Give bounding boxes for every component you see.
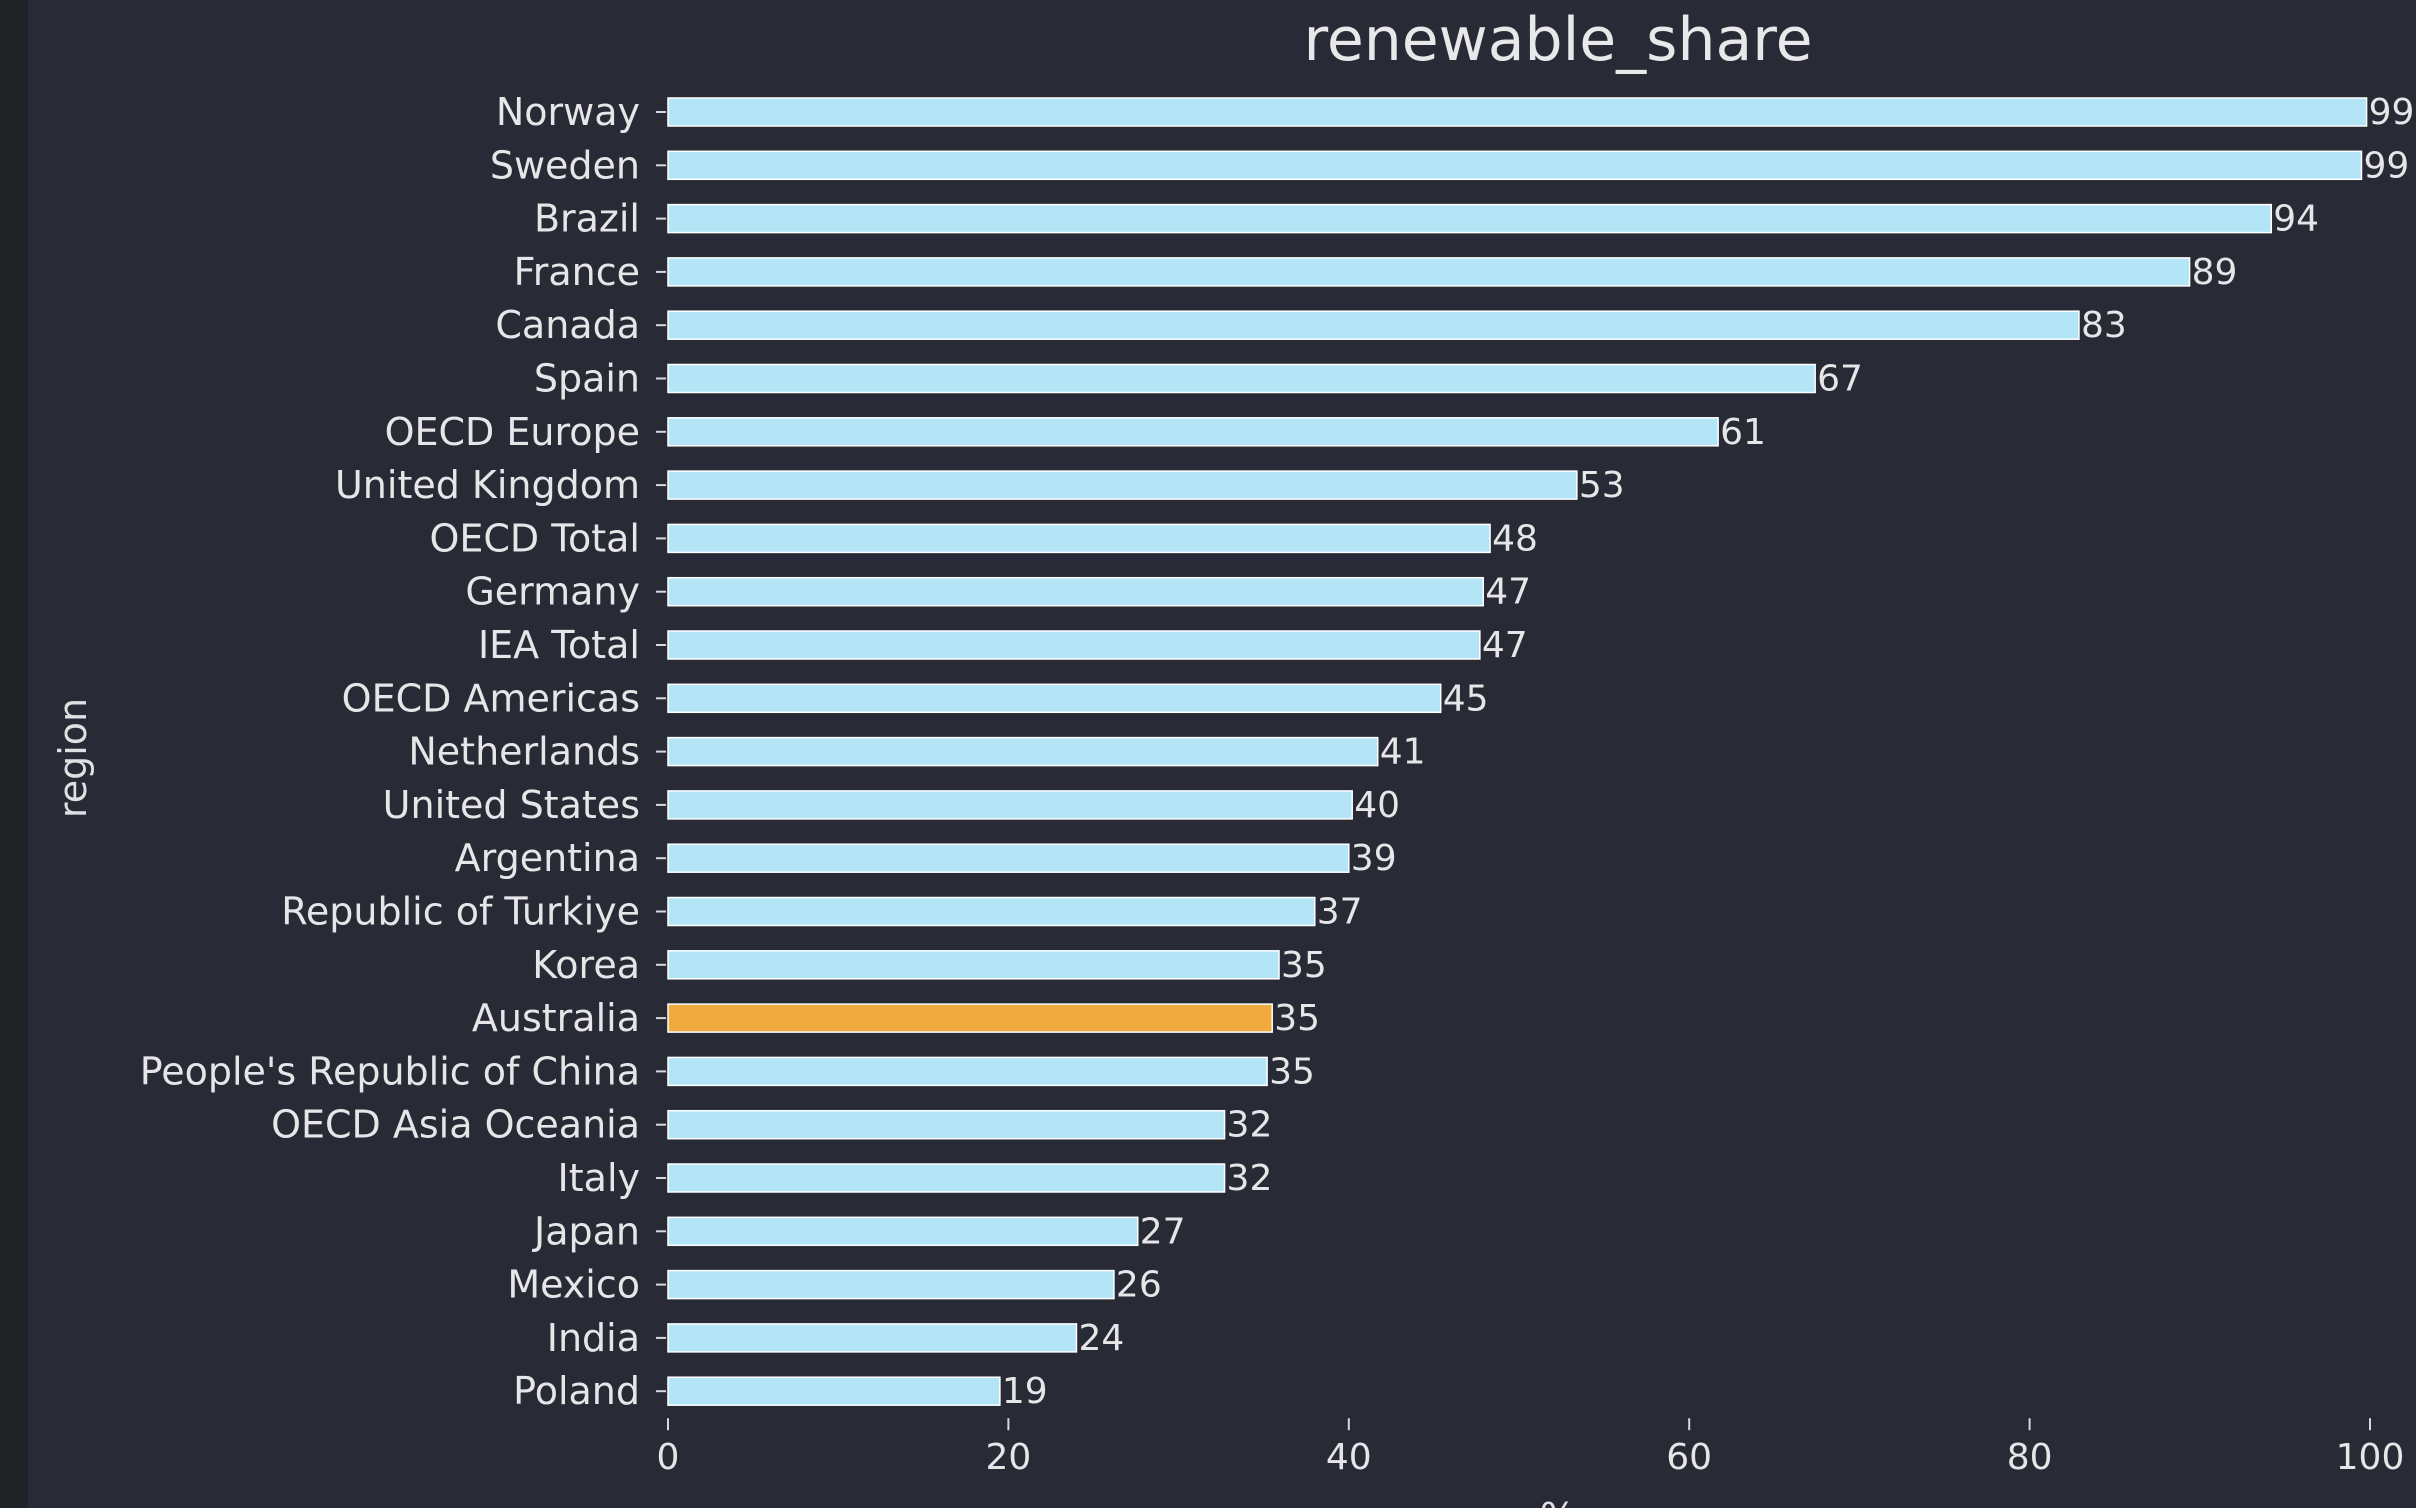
data-label-france: 89 [2192, 252, 2238, 293]
x-tick-label-100: 100 [2336, 1437, 2405, 1478]
category-label-spain: Spain [534, 357, 640, 401]
category-label-japan: Japan [532, 1209, 640, 1253]
bar-netherlands [667, 736, 1379, 767]
data-label-mexico: 26 [1116, 1265, 1162, 1306]
data-label-norway: 99 [2369, 92, 2415, 133]
category-label-oecd-asia-oceania: OECD Asia Oceania [271, 1103, 640, 1147]
category-label-germany: Germany [465, 570, 640, 614]
category-label-republic-of-turkiye: Republic of Turkiye [281, 890, 640, 934]
bar-oecd-asia-oceania [667, 1109, 1226, 1140]
data-label-canada: 83 [2081, 305, 2127, 346]
category-label-italy: Italy [558, 1156, 640, 1200]
bar-republic-of-turkiye [667, 896, 1316, 927]
category-label-poland: Poland [513, 1369, 640, 1413]
category-label-sweden: Sweden [490, 143, 640, 187]
category-label-korea: Korea [532, 943, 640, 987]
left-panel-edge [0, 0, 28, 1508]
bar-spain [667, 363, 1816, 394]
category-label-people-s-republic-of-china: People's Republic of China [140, 1049, 640, 1093]
category-label-netherlands: Netherlands [408, 730, 640, 774]
bars-group: Norway 99 Sweden 99 Brazil 94 France 89 Canada 83… [140, 90, 2415, 1413]
data-label-oecd-americas: 45 [1443, 678, 1489, 719]
data-label-argentina: 39 [1351, 838, 1397, 879]
data-label-people-s-republic-of-china: 35 [1269, 1051, 1315, 1092]
bar-united-kingdom [667, 470, 1578, 500]
bar-united-states [667, 790, 1353, 820]
category-label-brazil: Brazil [534, 197, 640, 241]
data-label-netherlands: 41 [1380, 732, 1426, 773]
data-label-australia: 35 [1274, 998, 1320, 1039]
data-label-japan: 27 [1140, 1211, 1186, 1252]
category-label-oecd-europe: OECD Europe [385, 410, 640, 454]
data-label-poland: 19 [1002, 1371, 1048, 1412]
bar-poland [667, 1376, 1001, 1406]
category-label-france: France [514, 250, 640, 294]
category-label-mexico: Mexico [507, 1263, 640, 1307]
data-label-oecd-total: 48 [1492, 518, 1538, 559]
bar-people-s-republic-of-china [667, 1056, 1268, 1087]
x-axis-label: % [1540, 1495, 1576, 1508]
bar-argentina [667, 843, 1350, 873]
category-label-oecd-total: OECD Total [429, 516, 640, 560]
category-label-united-kingdom: United Kingdom [335, 463, 640, 507]
data-label-iea-total: 47 [1482, 625, 1528, 666]
data-label-oecd-asia-oceania: 32 [1227, 1105, 1273, 1146]
x-tick-label-40: 40 [1326, 1437, 1372, 1478]
data-label-brazil: 94 [2273, 199, 2319, 240]
bar-germany [667, 576, 1485, 607]
bar-japan [667, 1216, 1139, 1247]
data-label-republic-of-turkiye: 37 [1317, 892, 1363, 933]
data-label-sweden: 99 [2363, 145, 2409, 186]
data-label-united-kingdom: 53 [1579, 465, 1625, 506]
x-tick-label-0: 0 [657, 1437, 680, 1478]
bar-italy [667, 1163, 1226, 1193]
bar-mexico [667, 1269, 1115, 1300]
bar-korea [667, 950, 1280, 980]
category-label-australia: Australia [472, 996, 640, 1040]
bar-oecd-europe [667, 417, 1719, 447]
category-label-argentina: Argentina [455, 836, 640, 880]
x-axis: 0 20 40 60 80 100 [657, 1418, 2405, 1478]
data-label-italy: 32 [1227, 1158, 1273, 1199]
category-label-oecd-americas: OECD Americas [342, 676, 640, 720]
category-label-united-states: United States [383, 783, 640, 827]
data-label-united-states: 40 [1354, 785, 1400, 826]
category-label-canada: Canada [495, 303, 640, 347]
chart-title: renewable_share [1303, 5, 1812, 75]
x-tick-label-80: 80 [2007, 1437, 2053, 1478]
bar-india [667, 1323, 1078, 1353]
category-label-norway: Norway [496, 90, 640, 134]
bar-oecd-total [667, 523, 1491, 554]
data-label-korea: 35 [1281, 945, 1327, 986]
category-label-india: India [547, 1316, 640, 1360]
bar-sweden [667, 150, 2363, 181]
data-label-oecd-europe: 61 [1720, 412, 1766, 453]
x-tick-label-20: 20 [985, 1437, 1031, 1478]
x-tick-label-60: 60 [1666, 1437, 1712, 1478]
data-label-spain: 67 [1817, 359, 1863, 400]
data-label-germany: 47 [1485, 572, 1531, 613]
y-axis-label: region [51, 698, 95, 818]
bar-norway [667, 97, 2368, 127]
bar-france [667, 257, 2191, 287]
bar-brazil [667, 203, 2273, 234]
category-label-iea-total: IEA Total [478, 623, 640, 667]
bar-australia [667, 1003, 1273, 1033]
bar-iea-total [667, 630, 1481, 660]
data-label-india: 24 [1078, 1318, 1124, 1359]
bar-oecd-americas [667, 683, 1442, 714]
bar-canada [667, 310, 2080, 340]
